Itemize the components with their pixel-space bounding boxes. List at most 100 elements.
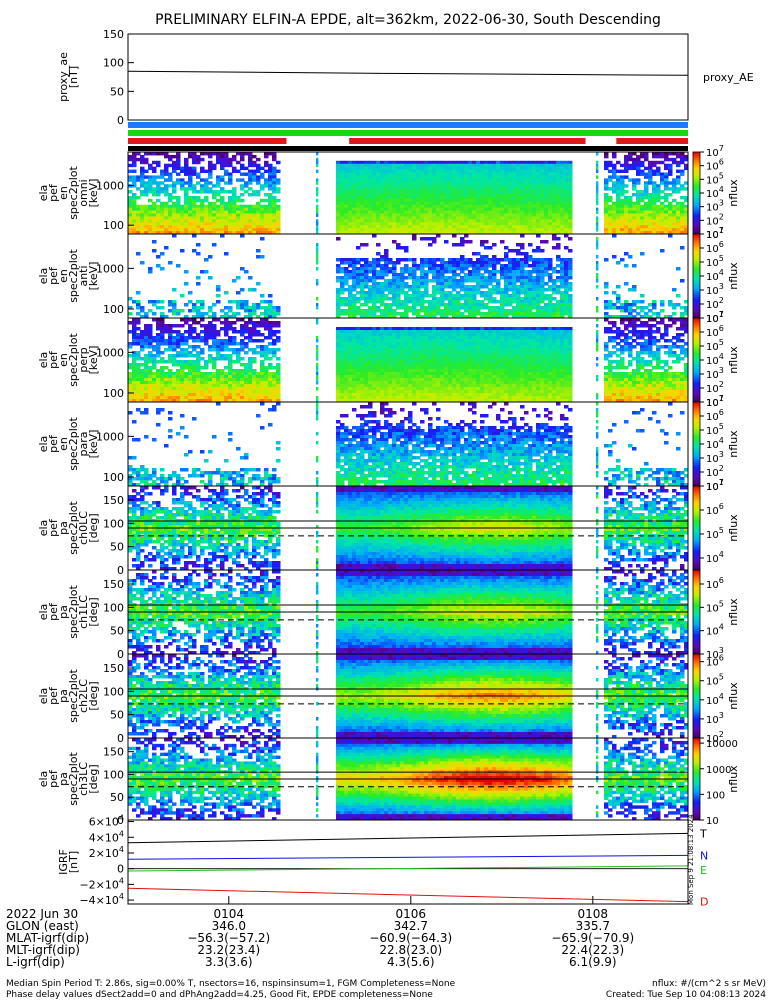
- heatmap-cell: [156, 199, 161, 202]
- heatmap-cell: [204, 190, 209, 193]
- heatmap-cell: [160, 187, 165, 190]
- heatmap-cell: [340, 202, 345, 205]
- heatmap-cell: [148, 152, 153, 155]
- heatmap-cell: [196, 161, 201, 164]
- heatmap-cell: [404, 173, 409, 176]
- heatmap-cell: [336, 184, 341, 187]
- heatmap-cell: [256, 216, 261, 219]
- heatmap-cell: [404, 196, 409, 199]
- heatmap-cell: [228, 173, 233, 176]
- heatmap-cell: [260, 219, 265, 222]
- heatmap-cell: [316, 214, 318, 217]
- heatmap-cell: [356, 216, 361, 219]
- heatmap-cell: [152, 161, 157, 164]
- heatmap-cell: [356, 205, 361, 208]
- heatmap-cell: [316, 178, 318, 181]
- status-bar-blue: [128, 122, 688, 128]
- heatmap-cell: [156, 205, 161, 208]
- heatmap-cell: [372, 193, 377, 196]
- heatmap-cell: [232, 187, 237, 190]
- heatmap-cell: [248, 158, 253, 161]
- heatmap-cell: [196, 155, 201, 158]
- heatmap-cell: [196, 216, 201, 219]
- heatmap-cell: [212, 208, 217, 211]
- heatmap-cell: [244, 173, 249, 176]
- heatmap-cell: [152, 208, 157, 211]
- heatmap-cell: [140, 219, 145, 222]
- heatmap-cell: [340, 161, 345, 164]
- heatmap-cell: [248, 228, 253, 231]
- heatmap-cell: [384, 170, 389, 173]
- heatmap-cell: [228, 199, 233, 202]
- heatmap-cell: [392, 167, 397, 170]
- heatmap-cell: [208, 173, 213, 176]
- heatmap-cell: [200, 208, 205, 211]
- heatmap-cell: [388, 225, 393, 228]
- panel-omni: 107106105104103102101nflux1000100elapefe…: [37, 144, 740, 241]
- heatmap-cell: [192, 211, 197, 214]
- heatmap-cell: [404, 181, 409, 184]
- heatmap-cell: [252, 178, 257, 181]
- heatmap-cell: [224, 202, 229, 205]
- heatmap-cell: [400, 193, 405, 196]
- heatmap-cell: [132, 178, 137, 181]
- heatmap-cell: [384, 208, 389, 211]
- heatmap-cell: [268, 164, 273, 167]
- heatmap-cell: [336, 164, 341, 167]
- heatmap-cell: [208, 164, 213, 167]
- heatmap-cell: [416, 164, 421, 167]
- heatmap-cell: [416, 216, 421, 219]
- heatmap-cell: [400, 199, 405, 202]
- heatmap-cell: [316, 152, 318, 155]
- heatmap-cell: [364, 190, 369, 193]
- heatmap-cell: [240, 225, 245, 228]
- heatmap-cell: [432, 170, 437, 173]
- heatmap-cell: [244, 152, 249, 155]
- heatmap-cell: [156, 222, 161, 225]
- heatmap-cell: [240, 205, 245, 208]
- heatmap-cell: [148, 219, 153, 222]
- heatmap-cell: [148, 178, 153, 181]
- heatmap-cell: [228, 181, 233, 184]
- heatmap-cell: [420, 214, 425, 217]
- heatmap-cell: [216, 161, 221, 164]
- heatmap-cell: [380, 167, 385, 170]
- heatmap-cell: [228, 225, 233, 228]
- heatmap-cell: [204, 184, 209, 187]
- heatmap-cell: [404, 214, 409, 217]
- heatmap-cell: [420, 196, 425, 199]
- heatmap-cell: [352, 190, 357, 193]
- heatmap-cell: [348, 173, 353, 176]
- heatmap-cell: [260, 211, 265, 214]
- heatmap-cell: [352, 228, 357, 231]
- heatmap-cell: [140, 155, 145, 158]
- heatmap-cell: [340, 173, 345, 176]
- heatmap-cell: [200, 167, 205, 170]
- heatmap-cell: [360, 164, 365, 167]
- heatmap-cell: [240, 167, 245, 170]
- heatmap-cell: [408, 208, 413, 211]
- heatmap-cell: [192, 167, 197, 170]
- proxy-ae-line: [128, 71, 688, 75]
- heatmap-cell: [340, 178, 345, 181]
- heatmap-cell: [416, 205, 421, 208]
- heatmap-cell: [208, 152, 213, 155]
- heatmap-cell: [276, 205, 281, 208]
- heatmap-cell: [148, 164, 153, 167]
- heatmap-cell: [132, 211, 137, 214]
- heatmap-cell: [404, 228, 409, 231]
- heatmap-cell: [168, 222, 173, 225]
- heatmap-cell: [364, 214, 369, 217]
- heatmap-cell: [340, 196, 345, 199]
- heatmap-cell: [224, 211, 229, 214]
- heatmap-cell: [388, 228, 393, 231]
- heatmap-cell: [400, 184, 405, 187]
- heatmap-cell: [316, 228, 318, 231]
- heatmap-cell: [248, 187, 253, 190]
- heatmap-cell: [232, 196, 237, 199]
- heatmap-cell: [372, 211, 377, 214]
- heatmap-cell: [212, 205, 217, 208]
- heatmap-cell: [428, 199, 433, 202]
- heatmap-cell: [240, 228, 245, 231]
- heatmap-cell: [232, 193, 237, 196]
